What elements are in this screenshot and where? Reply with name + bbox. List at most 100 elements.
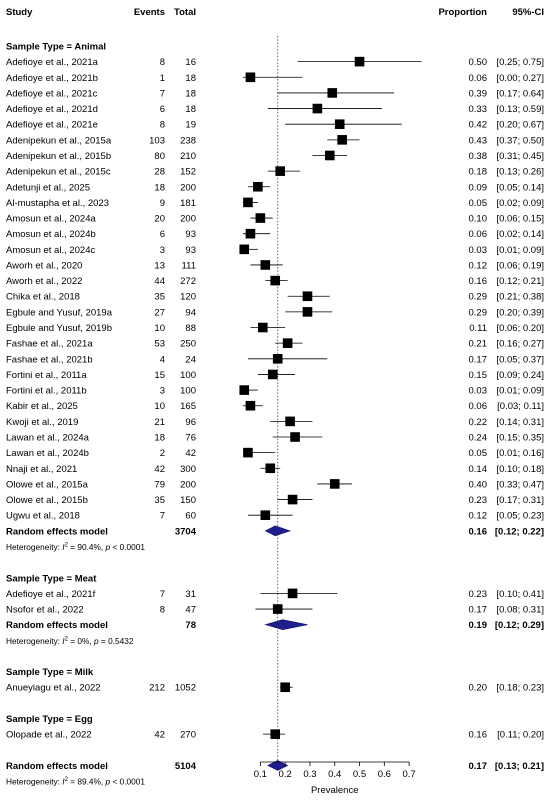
study-events: 6 (160, 229, 165, 240)
effect-square (272, 354, 283, 364)
study-events: 15 (154, 370, 165, 381)
study-ci: [0.33; 0.47] (496, 479, 544, 490)
study-ci: [0.14; 0.31] (496, 417, 544, 428)
study-events: 1 (160, 73, 165, 84)
effect-square (302, 291, 313, 302)
study-name: Adenipekun et al., 2015c (6, 167, 111, 178)
study-ci: [0.10; 0.41] (496, 589, 544, 600)
study-row: Adefioye et al., 2021f 7 31 0.23 [0.10; 0.41… (6, 588, 544, 600)
study-ci: [0.08; 0.31] (496, 605, 544, 616)
study-name: Adefioye et al., 2021a (6, 57, 99, 68)
effect-square (302, 307, 313, 317)
study-events: 103 (149, 135, 165, 146)
study-total: 200 (180, 214, 196, 225)
study-row: Adenipekun et al., 2015b 80 210 0.38 [0.31; … (6, 150, 544, 162)
study-events: 7 (160, 589, 165, 600)
study-total: 96 (185, 417, 196, 428)
study-row: Ugwu et al., 2018 7 60 0.12 [0.05; 0.23] (6, 510, 544, 522)
x-axis: 0.1 0.2 0.3 0.4 0.5 0.6 0.7 Prevalence (254, 761, 416, 796)
study-name: Anueyiagu et al., 2022 (6, 683, 101, 694)
study-events: 10 (154, 323, 165, 334)
effect-square (329, 479, 340, 489)
study-row: Adefioye et al., 2021d 6 18 0.33 [0.13; 0.59… (6, 103, 544, 115)
study-ci: [0.02; 0.09] (496, 198, 544, 209)
study-ci: [0.01; 0.09] (496, 245, 544, 256)
study-events: 8 (160, 57, 165, 68)
study-name: Adenipekun et al., 2015b (6, 151, 111, 162)
study-name: Fortini et al., 2011b (6, 386, 87, 397)
study-ci: [0.06; 0.15] (496, 214, 544, 225)
effect-square (245, 228, 256, 239)
effect-square (324, 150, 335, 161)
study-row: Amosun et al., 2024c 3 93 0.03 [0.01; 0.09] (6, 244, 544, 256)
study-ci: [0.06; 0.19] (496, 260, 544, 271)
study-row: Nsofor et al., 2022 8 47 0.17 [0.08; 0.31] (6, 604, 544, 616)
study-name: Adefioye et al., 2021b (6, 73, 98, 84)
heterogeneity-text: Heterogeneity: I2 = 0%, p = 0.5432 (6, 636, 134, 646)
study-ci: [0.00; 0.27] (496, 73, 544, 84)
study-row: Adefioye et al., 2021a 8 16 0.50 [0.25; 0.75… (6, 56, 544, 68)
study-row: Aworh et al., 2022 44 272 0.16 [0.12; 0.21] (6, 275, 544, 287)
study-proportion: 0.38 (469, 151, 488, 162)
header-study: Study (6, 7, 33, 18)
study-total: 152 (180, 167, 196, 178)
effect-square (275, 166, 285, 176)
summary-proportion: 0.19 (469, 620, 488, 631)
header-total: Total (174, 7, 196, 18)
study-row: Fortini et al., 2011b 3 100 0.03 [0.01; 0.09… (6, 385, 544, 397)
study-row: Adenipekun et al., 2015a 103 238 0.43 [0.37;… (6, 135, 544, 146)
effect-square (285, 416, 295, 427)
study-total: 18 (185, 73, 196, 84)
study-total: 94 (185, 307, 196, 318)
study-name: Lawan et al., 2024a (6, 433, 90, 444)
column-headers: Study Events Total Proportion 95%-CI (6, 7, 544, 18)
study-events: 9 (160, 198, 165, 209)
study-row: Lawan et al., 2024b 2 42 0.05 [0.01; 0.16] (6, 447, 544, 459)
study-name: Kwoji et al., 2019 (6, 417, 78, 428)
study-events: 42 (154, 464, 165, 475)
study-row: Lawan et al., 2024a 18 76 0.24 [0.15; 0.35] (6, 432, 544, 444)
study-total: 16 (185, 57, 196, 68)
summary-ci: [0.12; 0.29] (495, 620, 544, 631)
study-proportion: 0.05 (469, 198, 488, 209)
study-ci: [0.03; 0.11] (497, 401, 544, 412)
study-row: Adenipekun et al., 2015c 28 152 0.18 [0.13; … (6, 166, 544, 178)
heterogeneity-text: Heterogeneity: I2 = 89.4%, p < 0.0001 (6, 777, 145, 787)
study-ci: [0.13; 0.26] (496, 167, 544, 178)
effect-square (354, 56, 365, 67)
effect-square (245, 72, 256, 83)
study-total: 120 (180, 292, 196, 303)
study-events: 8 (160, 120, 165, 131)
study-ci: [0.16; 0.27] (496, 339, 544, 350)
study-row: Adefioye et al., 2021c 7 18 0.39 [0.17; 0.64… (6, 88, 544, 99)
study-total: 1052 (175, 683, 196, 694)
study-name: Aworh et al., 2020 (6, 260, 82, 271)
summary-diamond (264, 525, 292, 537)
study-name: Al-mustapha et al., 2023 (6, 198, 109, 209)
study-proportion: 0.09 (469, 182, 488, 193)
study-total: 100 (180, 370, 196, 381)
study-events: 53 (154, 339, 165, 350)
study-events: 80 (154, 151, 165, 162)
study-total: 181 (180, 198, 196, 209)
study-proportion: 0.16 (469, 276, 488, 287)
study-events: 18 (154, 182, 165, 193)
study-proportion: 0.14 (469, 464, 488, 475)
study-row: Anueyiagu et al., 2022 212 1052 0.20 [0.18; … (6, 682, 544, 694)
study-ci: [0.05; 0.14] (496, 182, 544, 193)
effect-square (337, 135, 347, 145)
summary-row: Random effects model 3704 0.16 [0.12; 0.22] (6, 525, 544, 537)
study-total: 111 (182, 260, 196, 271)
study-ci: [0.06; 0.20] (496, 323, 544, 334)
study-events: 7 (160, 511, 165, 522)
study-total: 93 (185, 245, 196, 256)
study-row: Nnaji et al., 2021 42 300 0.14 [0.10; 0.18] (6, 463, 544, 475)
summary-total: 5104 (175, 761, 197, 772)
study-name: Olowe et al., 2015b (6, 495, 88, 506)
study-total: 18 (185, 104, 196, 115)
study-total: 272 (180, 276, 196, 287)
study-events: 4 (160, 354, 165, 365)
study-total: 31 (185, 589, 196, 600)
study-proportion: 0.33 (469, 104, 488, 115)
header-events: Events (134, 7, 165, 18)
